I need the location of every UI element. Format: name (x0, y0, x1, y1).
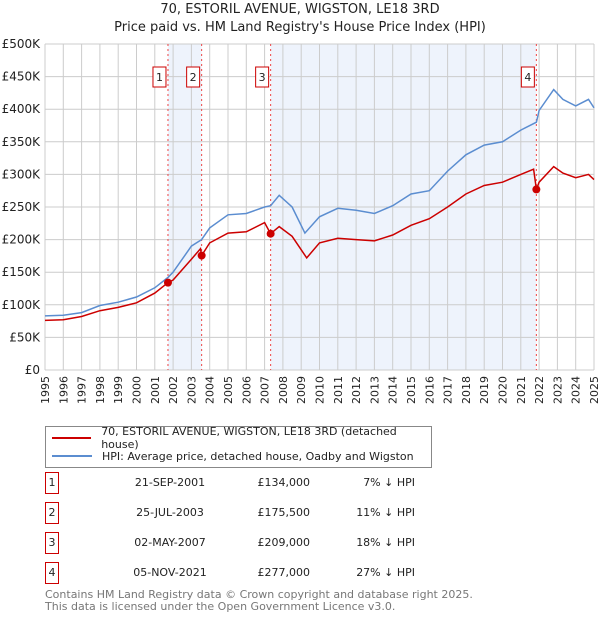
transaction-row: 1 21-SEP-2001 £134,000 7% ↓ HPI (45, 472, 465, 494)
x-tick-label: 2019 (478, 376, 491, 404)
sale-point (163, 278, 172, 287)
x-tick-label: 2024 (570, 376, 583, 404)
transaction-date: 02-MAY-2007 (134, 536, 206, 549)
x-tick-label: 2023 (551, 376, 564, 404)
x-tick-label: 2013 (368, 376, 381, 404)
y-tick-label: £150K (2, 265, 42, 279)
legend-label-hpi: HPI: Average price, detached house, Oadb… (102, 449, 414, 463)
x-tick-label: 2005 (222, 376, 235, 404)
x-tick-label: 2016 (423, 376, 436, 404)
x-tick-label: 2021 (515, 376, 528, 404)
y-tick-label: £400K (2, 102, 42, 116)
hpi-line (44, 88, 595, 317)
transaction-hpi-diff: 11% ↓ HPI (356, 506, 415, 519)
transaction-hpi-diff: 27% ↓ HPI (356, 566, 415, 579)
y-tick-label: £350K (2, 135, 42, 149)
legend-label-price: 70, ESTORIL AVENUE, WIGSTON, LE18 3RD (d… (101, 425, 397, 451)
x-tick-label: 2011 (332, 376, 345, 404)
x-tick-label: 2010 (314, 376, 327, 404)
x-tick-label: 2001 (149, 376, 162, 404)
x-tick-label: 2000 (131, 376, 144, 404)
x-tick-label: 2008 (277, 376, 290, 404)
x-tick-label: 2015 (405, 376, 418, 404)
transaction-number: 4 (45, 562, 59, 584)
x-tick-label: 2009 (295, 376, 308, 404)
x-tick-label: 2014 (387, 376, 400, 404)
sale-point (532, 185, 541, 194)
price-chart: 1995 1996 1997 1998 1999 2000 2001 2002 2003 2004… (2, 37, 600, 404)
sale-label: 2 (190, 71, 197, 84)
x-tick-label: 2025 (588, 376, 600, 404)
legend-swatch-price (52, 437, 92, 439)
sale-label: 1 (156, 71, 163, 84)
y-tick-label: £100K (2, 298, 42, 312)
x-tick-label: 2003 (185, 376, 198, 404)
sale-label-box (255, 66, 270, 88)
sale-point (197, 251, 206, 260)
sale-point (266, 229, 275, 238)
transaction-price: £134,000 (257, 476, 311, 489)
x-tick-label: 1998 (94, 376, 107, 404)
transaction-number: 1 (45, 472, 59, 494)
transaction-number: 2 (45, 502, 59, 524)
transaction-date: 25-JUL-2003 (136, 506, 204, 519)
x-tick-label: 2006 (240, 376, 253, 404)
x-tick-label: 2002 (167, 376, 180, 404)
x-tick-label: 1999 (112, 376, 125, 404)
x-tick-label: 2020 (497, 376, 510, 404)
y-tick-label: £500K (2, 37, 42, 51)
transaction-price: £175,500 (257, 506, 311, 519)
x-tick-label: 1996 (57, 376, 70, 404)
price-paid-line (44, 165, 595, 322)
sale-label-box (186, 66, 201, 88)
x-tick-label: 2022 (533, 376, 546, 404)
y-tick-label: £250K (2, 200, 42, 214)
legend-item-hpi: HPI: Average price, detached house, Oadb… (52, 448, 414, 464)
sale-label-box (520, 66, 535, 88)
x-tick-label: 2018 (460, 376, 473, 404)
footer-copyright: Contains HM Land Registry data © Crown c… (45, 588, 473, 601)
transaction-hpi-diff: 7% ↓ HPI (363, 476, 415, 489)
x-tick-label: 2012 (350, 376, 363, 404)
legend-item-price: 70, ESTORIL AVENUE, WIGSTON, LE18 3RD (d… (52, 425, 431, 451)
legend-swatch-hpi (52, 455, 92, 457)
chart-subtitle: Price paid vs. HM Land Registry's House … (114, 20, 486, 35)
transaction-price: £277,000 (257, 566, 311, 579)
transaction-row: 2 25-JUL-2003 £175,500 11% ↓ HPI (45, 502, 465, 524)
y-tick-label: £300K (2, 167, 42, 181)
transaction-number: 3 (45, 532, 59, 554)
transaction-price: £209,000 (257, 536, 311, 549)
y-tick-label: £450K (2, 70, 42, 84)
sale-label: 3 (259, 71, 266, 84)
sale-label-box (152, 66, 167, 88)
transaction-row: 3 02-MAY-2007 £209,000 18% ↓ HPI (45, 532, 465, 554)
footer-licence: This data is licensed under the Open Gov… (45, 600, 396, 613)
x-tick-label: 1997 (76, 376, 89, 404)
x-tick-label: 2017 (442, 376, 455, 404)
transaction-hpi-diff: 18% ↓ HPI (356, 536, 415, 549)
y-tick-label: £50K (9, 330, 41, 344)
y-tick-label: £0 (25, 363, 40, 377)
y-tick-label: £200K (2, 233, 42, 247)
x-tick-label: 2004 (204, 376, 217, 404)
transaction-date: 05-NOV-2021 (133, 566, 207, 579)
transaction-row: 4 05-NOV-2021 £277,000 27% ↓ HPI (45, 562, 465, 584)
x-tick-label: 2007 (259, 376, 272, 404)
sale-label: 4 (524, 71, 531, 84)
legend: 70, ESTORIL AVENUE, WIGSTON, LE18 3RD (d… (45, 425, 432, 468)
x-tick-label: 1995 (39, 376, 52, 404)
transaction-date: 21-SEP-2001 (134, 476, 206, 489)
chart-title: 70, ESTORIL AVENUE, WIGSTON, LE18 3RD (160, 2, 440, 17)
